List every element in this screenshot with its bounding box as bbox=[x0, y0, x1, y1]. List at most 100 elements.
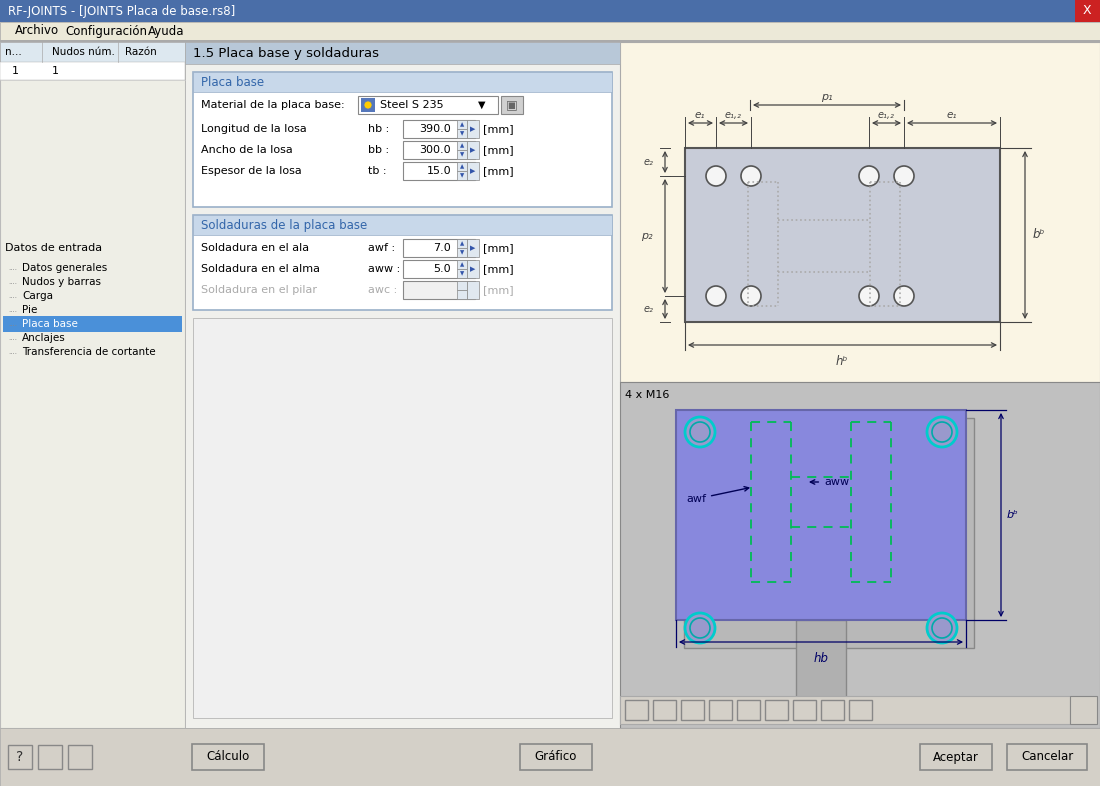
Text: X: X bbox=[1082, 5, 1091, 17]
Text: [mm]: [mm] bbox=[483, 166, 514, 176]
Text: bb :: bb : bbox=[368, 145, 389, 155]
Bar bbox=[403, 260, 475, 278]
Text: awc :: awc : bbox=[368, 285, 397, 295]
Bar bbox=[821, 700, 844, 720]
Text: ?: ? bbox=[16, 750, 23, 764]
Bar bbox=[0, 728, 1100, 786]
Bar bbox=[468, 162, 478, 180]
Bar bbox=[0, 62, 185, 80]
Text: RF-JOINTS - [JOINTS Placa de base.rs8]: RF-JOINTS - [JOINTS Placa de base.rs8] bbox=[8, 5, 235, 17]
Text: 7.0: 7.0 bbox=[433, 243, 451, 253]
Bar bbox=[1070, 696, 1097, 724]
Circle shape bbox=[706, 286, 726, 306]
Text: awf: awf bbox=[686, 487, 749, 504]
Text: e₁: e₁ bbox=[695, 110, 705, 120]
Text: Aceptar: Aceptar bbox=[933, 751, 979, 763]
Bar bbox=[676, 410, 966, 620]
Text: ▲: ▲ bbox=[460, 241, 464, 246]
Text: ....: .... bbox=[8, 307, 16, 313]
Bar bbox=[403, 162, 475, 180]
Text: hb :: hb : bbox=[368, 124, 389, 134]
Text: [mm]: [mm] bbox=[483, 145, 514, 155]
Text: e₁,₂: e₁,₂ bbox=[725, 110, 741, 120]
Text: ....: .... bbox=[8, 279, 16, 285]
Circle shape bbox=[741, 166, 761, 186]
Bar bbox=[456, 141, 468, 150]
Text: 15.0: 15.0 bbox=[427, 166, 451, 176]
Bar bbox=[456, 248, 468, 257]
Text: ▶: ▶ bbox=[471, 147, 475, 153]
Bar bbox=[737, 700, 760, 720]
Bar bbox=[0, 42, 185, 62]
Circle shape bbox=[741, 286, 761, 306]
Text: Soldadura en el ala: Soldadura en el ala bbox=[201, 243, 309, 253]
Bar bbox=[456, 162, 468, 171]
Text: e₁: e₁ bbox=[947, 110, 957, 120]
Bar bbox=[793, 700, 816, 720]
Bar bbox=[620, 696, 1070, 724]
Text: 300.0: 300.0 bbox=[419, 145, 451, 155]
Text: Configuración: Configuración bbox=[65, 24, 147, 38]
Bar bbox=[0, 22, 1100, 40]
Bar bbox=[192, 744, 264, 770]
Bar bbox=[625, 700, 648, 720]
Text: p₂: p₂ bbox=[641, 231, 653, 241]
Bar bbox=[185, 42, 620, 64]
Bar bbox=[1006, 744, 1087, 770]
Text: bᵇ: bᵇ bbox=[1033, 229, 1045, 241]
Bar bbox=[0, 0, 1100, 22]
Circle shape bbox=[690, 422, 710, 442]
Text: Archivo: Archivo bbox=[15, 24, 59, 38]
Text: Transferencia de cortante: Transferencia de cortante bbox=[22, 347, 155, 357]
Circle shape bbox=[364, 101, 372, 109]
Text: ▶: ▶ bbox=[471, 168, 475, 174]
Bar bbox=[403, 281, 475, 299]
Text: ▶: ▶ bbox=[471, 245, 475, 251]
Text: Steel S 235: Steel S 235 bbox=[379, 100, 443, 110]
Text: Anclajes: Anclajes bbox=[22, 333, 66, 343]
Bar bbox=[468, 239, 478, 257]
Text: Cálculo: Cálculo bbox=[207, 751, 250, 763]
Text: bᵇ: bᵇ bbox=[1006, 510, 1019, 520]
Bar bbox=[620, 382, 1100, 728]
Text: awf :: awf : bbox=[368, 243, 395, 253]
Text: Ancho de la losa: Ancho de la losa bbox=[201, 145, 293, 155]
Circle shape bbox=[927, 417, 957, 447]
Text: Material de la placa base:: Material de la placa base: bbox=[201, 100, 344, 110]
Bar bbox=[0, 42, 185, 728]
Bar bbox=[456, 239, 468, 248]
Circle shape bbox=[706, 166, 726, 186]
Bar bbox=[468, 281, 478, 299]
Text: e₁,₂: e₁,₂ bbox=[878, 110, 894, 120]
Bar bbox=[456, 269, 468, 278]
Bar bbox=[764, 700, 788, 720]
Text: Razón: Razón bbox=[125, 47, 156, 57]
Text: Carga: Carga bbox=[22, 291, 53, 301]
Text: tb :: tb : bbox=[368, 166, 386, 176]
Bar bbox=[685, 148, 1000, 322]
Circle shape bbox=[927, 613, 957, 643]
Circle shape bbox=[932, 618, 952, 638]
Circle shape bbox=[859, 166, 879, 186]
Bar bbox=[456, 260, 468, 269]
Text: ▼: ▼ bbox=[460, 250, 464, 255]
Bar bbox=[0, 40, 1100, 42]
Bar bbox=[192, 215, 612, 235]
Text: Pie: Pie bbox=[22, 305, 37, 315]
Text: ....: .... bbox=[8, 293, 16, 299]
Text: ....: .... bbox=[8, 335, 16, 341]
Bar bbox=[468, 120, 478, 138]
Text: 1.5 Placa base y soldaduras: 1.5 Placa base y soldaduras bbox=[192, 46, 380, 60]
Text: aww :: aww : bbox=[368, 264, 400, 274]
Text: hb: hb bbox=[814, 652, 828, 665]
Bar bbox=[456, 120, 468, 129]
Bar bbox=[68, 745, 92, 769]
Text: ▼: ▼ bbox=[460, 271, 464, 276]
Bar bbox=[192, 72, 612, 92]
Bar bbox=[361, 98, 375, 112]
Circle shape bbox=[894, 286, 914, 306]
Text: Datos de entrada: Datos de entrada bbox=[6, 243, 102, 253]
Text: Datos generales: Datos generales bbox=[22, 263, 108, 273]
Text: 1: 1 bbox=[12, 66, 19, 76]
Bar bbox=[849, 700, 872, 720]
